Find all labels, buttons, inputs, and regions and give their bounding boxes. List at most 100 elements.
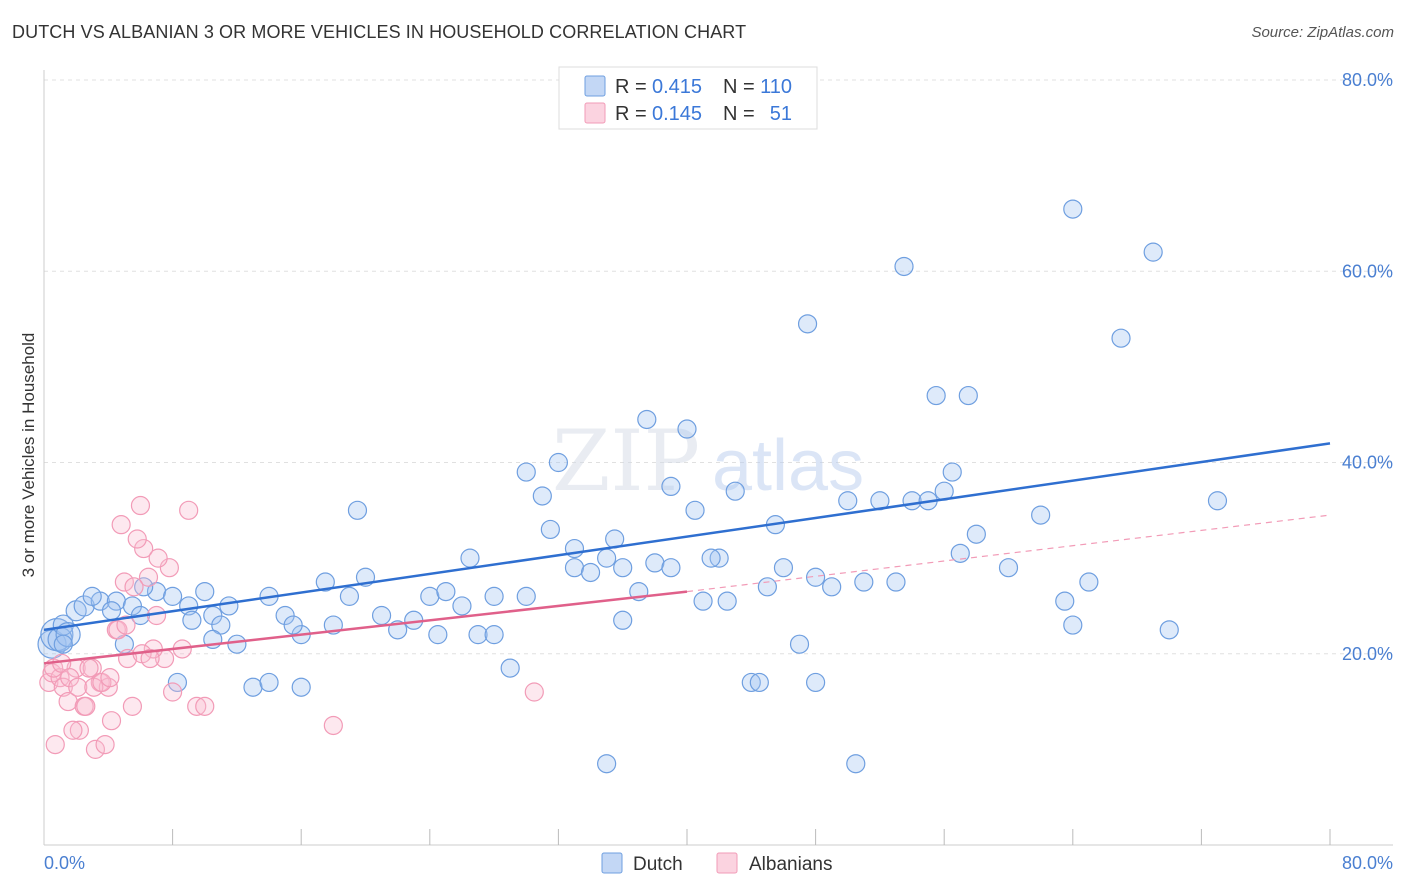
dutch-point-44 xyxy=(661,558,681,578)
y-tick-labels: 20.0% 40.0% 60.0% 80.0% xyxy=(1342,70,1393,664)
dutch-point-82 xyxy=(926,385,946,406)
albanian-point-7 xyxy=(69,720,89,740)
dutch-point-12 xyxy=(163,586,183,606)
y-axis-label: 3 or more Vehicles in Household xyxy=(19,333,38,578)
dutch-point-22 xyxy=(315,572,335,592)
dutch-point-89 xyxy=(134,577,154,597)
dutch-point-66 xyxy=(1055,591,1075,611)
albanian-point-25 xyxy=(187,696,207,716)
dutch-point-30 xyxy=(436,581,456,602)
dutch-point-71 xyxy=(1159,620,1179,640)
dutch-point-39 xyxy=(580,562,601,583)
dutch-point-17 xyxy=(227,634,247,654)
dutch-point-40 xyxy=(597,548,617,568)
dutch-point-102 xyxy=(613,558,633,578)
albanian-point-46 xyxy=(140,648,160,669)
dutch-point-55 xyxy=(838,491,858,511)
albanian-point-23 xyxy=(163,682,183,702)
dutch-point-33 xyxy=(484,625,504,645)
trend-lines xyxy=(43,442,1331,665)
legend-r-value-albanians: 0.145 xyxy=(652,103,702,125)
albanian-point-13 xyxy=(101,711,122,731)
dutch-point-26 xyxy=(371,605,392,626)
dutch-point-24 xyxy=(339,586,360,606)
legend-box: R = 0.415 N = 110 R = 0.145 N = 51 xyxy=(558,66,818,130)
watermark-atlas: atlas xyxy=(712,426,864,506)
albanians-trend-line xyxy=(43,590,688,665)
dutch-point-104 xyxy=(717,591,737,611)
dutch-point-78 xyxy=(942,462,962,482)
albanian-point-47 xyxy=(148,548,168,568)
dutch-point-91 xyxy=(167,672,188,693)
dutch-point-62 xyxy=(950,543,970,563)
dutch-point-70 xyxy=(1143,242,1163,262)
dutch-point-103 xyxy=(701,548,721,568)
dutch-point-41 xyxy=(613,610,633,630)
albanian-point-44 xyxy=(124,577,144,597)
albanian-point-26 xyxy=(195,696,215,716)
dutch-point-94 xyxy=(219,596,239,616)
dutch-point-79 xyxy=(958,385,978,406)
dutch-point-96 xyxy=(428,625,448,645)
y-tick-label-1: 40.0% xyxy=(1342,453,1393,473)
albanian-point-38 xyxy=(76,696,96,716)
y-tick-label-3: 80.0% xyxy=(1342,70,1393,90)
albanian-point-43 xyxy=(116,615,136,635)
dutch-point-99 xyxy=(540,519,560,540)
dutch-point-76 xyxy=(797,314,818,334)
dutch-point-77 xyxy=(894,256,914,277)
chart-title: DUTCH VS ALBANIAN 3 OR MORE VEHICLES IN … xyxy=(12,22,747,42)
dutch-point-81 xyxy=(1207,491,1228,511)
dutch-point-63 xyxy=(966,524,986,544)
dutch-point-75 xyxy=(685,500,705,520)
dutch-point-37 xyxy=(548,452,569,473)
bottom-legend-label-albanians: Albanians xyxy=(749,854,832,875)
x-tick-label-max: 80.0% xyxy=(1342,853,1393,873)
axes xyxy=(43,70,1393,846)
y-tick-label-0: 20.0% xyxy=(1342,644,1393,664)
dutch-point-68 xyxy=(1079,572,1099,592)
dutch-point-35 xyxy=(516,462,536,482)
dutch-point-52 xyxy=(789,634,810,654)
legend-n-label-albanians: N = xyxy=(723,103,755,125)
albanian-point-37 xyxy=(68,677,88,697)
dutch-point-53 xyxy=(805,567,826,587)
dutch-point-97 xyxy=(460,548,480,568)
albanians-trend-extension xyxy=(686,514,1331,593)
albanian-point-30 xyxy=(111,515,131,535)
legend-swatch-dutch xyxy=(584,75,606,97)
albanian-point-15 xyxy=(114,572,134,592)
bottom-legend-swatch-dutch xyxy=(601,852,623,874)
dutch-point-46 xyxy=(693,591,713,611)
bottom-legend-label-dutch: Dutch xyxy=(633,854,683,875)
data-points xyxy=(37,199,1228,774)
dutch-point-6 xyxy=(73,595,95,617)
dutch-point-65 xyxy=(1031,505,1051,525)
legend-swatch-albanians xyxy=(584,102,606,124)
dutch-point-45 xyxy=(677,419,697,439)
albanian-point-28 xyxy=(79,658,99,678)
dutch-point-50 xyxy=(757,577,777,597)
dutch-point-88 xyxy=(101,601,122,621)
dutch-point-32 xyxy=(468,625,488,645)
dutch-point-29 xyxy=(420,586,440,606)
albanian-point-36 xyxy=(60,668,80,688)
albanian-point-19 xyxy=(134,538,154,559)
dutch-point-31 xyxy=(452,596,472,616)
dutch-point-16 xyxy=(211,615,231,635)
albanian-point-24 xyxy=(179,500,199,520)
albanian-point-2 xyxy=(45,734,65,755)
dutch-point-9 xyxy=(122,596,143,616)
dutch-point-74 xyxy=(661,476,681,497)
dutch-point-83 xyxy=(259,672,279,693)
dutch-point-87 xyxy=(82,586,102,606)
dutch-point-95 xyxy=(347,500,368,520)
albanian-point-50 xyxy=(524,682,544,702)
dutch-point-59 xyxy=(902,491,922,511)
legend-r-label-dutch: R = xyxy=(615,76,647,98)
dutch-point-92 xyxy=(182,610,202,630)
dutch-point-64 xyxy=(998,558,1019,578)
albanian-point-27 xyxy=(63,720,83,740)
albanian-point-41 xyxy=(100,668,120,688)
